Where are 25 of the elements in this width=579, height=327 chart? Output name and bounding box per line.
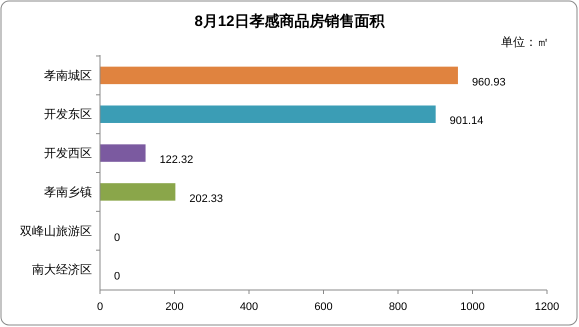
data-label: 122.32	[160, 154, 194, 166]
bar	[100, 144, 146, 162]
x-tick-label: 400	[240, 301, 258, 313]
bar	[100, 66, 458, 84]
y-tick-label: 南大经济区	[32, 262, 92, 277]
x-tick-label: 0	[96, 301, 104, 313]
x-tick-label: 600	[314, 301, 333, 313]
data-label: 0	[114, 232, 120, 244]
y-tick-label: 孝南城区	[44, 68, 92, 82]
x-tick-label: 200	[165, 301, 184, 313]
text: 单位：㎡	[501, 35, 549, 49]
x-tick-label: 1200	[534, 301, 560, 313]
data-label: 0	[114, 270, 120, 283]
chart-title: 8月12日孝感商品房销售面积	[194, 12, 386, 30]
data-label: 960.93	[472, 76, 506, 88]
y-tick-label: 孝南乡镇	[44, 184, 92, 199]
x-tick-label: 800	[388, 301, 408, 313]
y-tick-label: 开发西区	[44, 146, 92, 160]
bar	[100, 183, 176, 201]
data-label: 202.33	[189, 192, 224, 205]
data-label: 901.14	[450, 115, 484, 128]
bar	[100, 105, 436, 123]
y-tick-label: 双峰山旅游区	[20, 224, 92, 238]
y-tick-label: 开发东区	[44, 107, 92, 122]
x-tick-label: 1000	[460, 301, 485, 313]
